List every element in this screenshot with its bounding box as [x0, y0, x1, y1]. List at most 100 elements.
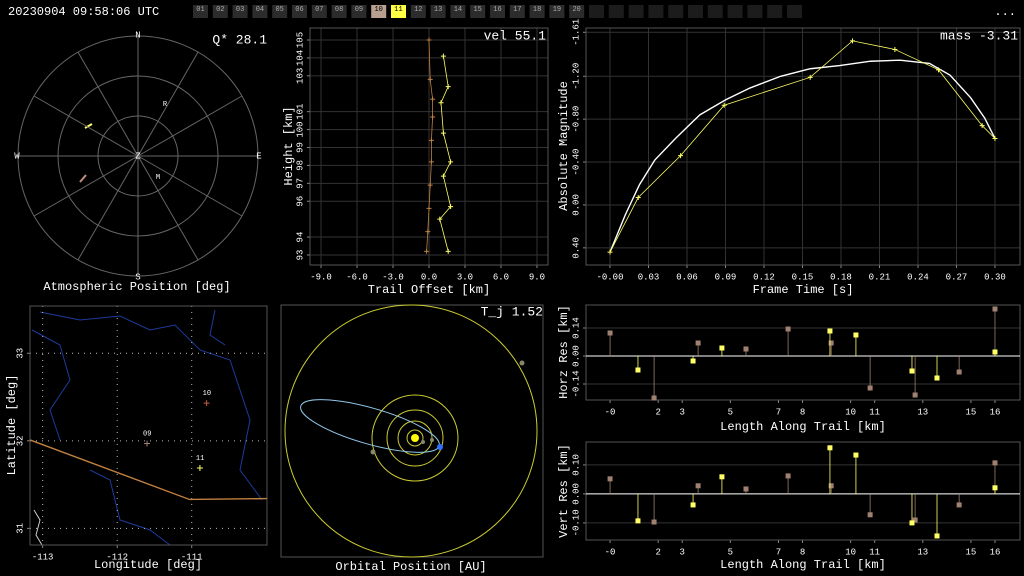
- x-tick-label: -3.0: [382, 272, 404, 282]
- y-tick-label: 0.10: [571, 454, 581, 476]
- polar-spoke: [33, 155, 139, 217]
- residual-point: [828, 340, 834, 346]
- frame-box: [589, 5, 604, 18]
- y-tick-label: -0.40: [571, 149, 581, 176]
- x-tick-label: 0.09: [715, 272, 737, 282]
- frame-box: [787, 5, 802, 18]
- point-marker: [428, 137, 434, 143]
- x-axis-label: Length Along Trail [km]: [720, 420, 886, 434]
- residual-point: [909, 520, 915, 526]
- point-marker: [440, 130, 446, 136]
- x-axis-label: Longitude [deg]: [94, 558, 202, 572]
- y-tick-label: -1.20: [571, 63, 581, 90]
- coastline: [33, 509, 43, 546]
- frame-box: [628, 5, 644, 18]
- y-axis-label: Absolute Magnitude: [557, 81, 571, 211]
- frame-label: 16: [493, 6, 501, 14]
- point-marker: [426, 205, 432, 211]
- residual-point: [853, 452, 859, 458]
- y-tick-label: -0.14: [571, 370, 581, 397]
- frame-box: [371, 5, 387, 18]
- point-marker: [721, 102, 727, 108]
- point-marker: [428, 159, 434, 165]
- x-tick-label: 5: [728, 407, 733, 417]
- residual-point: [635, 367, 641, 373]
- planet: [430, 438, 434, 442]
- point-marker: [807, 74, 813, 80]
- residual-point: [719, 474, 725, 480]
- compass-label: W: [14, 151, 20, 161]
- annotation: vel 55.1: [484, 28, 547, 43]
- annotation: T_j 1.52: [481, 304, 543, 319]
- x-axis-label: Frame Time [s]: [753, 283, 854, 297]
- plot-border: [29, 305, 268, 546]
- frame-label: 07: [315, 6, 323, 14]
- residual-point: [912, 517, 918, 523]
- frame-box: [648, 5, 664, 18]
- x-tick-label: -111: [181, 552, 203, 562]
- point-marker: [437, 216, 443, 222]
- station-label: 10: [203, 390, 211, 398]
- x-tick-label: 10: [845, 547, 856, 557]
- series-line: [609, 59, 996, 253]
- frame-label: 11: [394, 6, 402, 14]
- frame-box: [391, 5, 406, 18]
- polar-marker: R: [163, 101, 168, 109]
- y-tick-label: 0.00: [571, 194, 581, 216]
- point-marker: [678, 153, 684, 159]
- frame-label: 13: [434, 6, 442, 14]
- residual-point: [785, 473, 791, 479]
- plot-border: [585, 304, 1021, 401]
- x-tick-label: -112: [106, 552, 128, 562]
- x-tick-label: -0.00: [596, 272, 623, 282]
- y-tick-label: 97: [295, 178, 305, 189]
- frame-box: [727, 5, 743, 18]
- y-tick-label: 0.14: [571, 317, 581, 339]
- frame-box: [193, 5, 208, 18]
- frame-label: 06: [295, 6, 303, 14]
- station: [196, 464, 203, 471]
- point-marker: [992, 135, 998, 141]
- residual-point: [909, 368, 915, 374]
- frame-box: [410, 5, 426, 18]
- y-axis-label: Latitude [deg]: [5, 375, 19, 476]
- y-tick-label: 103: [295, 68, 305, 84]
- frame-label: 05: [275, 6, 283, 14]
- y-tick-label: 101: [295, 104, 305, 120]
- frame-label: 02: [216, 6, 224, 14]
- residual-point: [912, 392, 918, 398]
- frame-box: [292, 5, 307, 18]
- polar-spoke: [137, 95, 243, 157]
- frame-box: [549, 5, 565, 18]
- x-tick-label: 8: [800, 547, 805, 557]
- x-axis-label: Length Along Trail [km]: [720, 558, 886, 572]
- frame-label: 20: [572, 6, 580, 14]
- point-marker: [424, 248, 430, 254]
- x-tick-label: 0.18: [830, 272, 852, 282]
- frame-box: [430, 5, 446, 18]
- residual-point: [743, 346, 749, 352]
- x-tick-label: 3.0: [457, 272, 473, 282]
- point-marker: [430, 96, 436, 102]
- menu[interactable]: ...: [994, 5, 1016, 19]
- y-tick-label: 98: [295, 160, 305, 171]
- x-tick-label: 13: [917, 407, 928, 417]
- annotation: mass -3.31: [940, 28, 1018, 43]
- x-tick-label: -113: [32, 552, 54, 562]
- y-tick-label: 104: [295, 50, 305, 66]
- y-tick-label: 94: [295, 232, 305, 243]
- frame-box: [688, 5, 703, 18]
- polar-spoke: [137, 51, 199, 157]
- point-marker: [979, 123, 985, 129]
- residual-point: [827, 445, 833, 451]
- point-marker: [850, 38, 856, 44]
- x-tick-label: 7: [776, 547, 781, 557]
- x-tick-label: 13: [917, 547, 928, 557]
- y-tick-label: 33: [15, 348, 25, 359]
- x-tick-label: 9.0: [529, 272, 545, 282]
- x-tick-label: 0.12: [753, 272, 775, 282]
- sun: [411, 434, 419, 442]
- coastline: [31, 329, 71, 441]
- residual-point: [827, 328, 833, 334]
